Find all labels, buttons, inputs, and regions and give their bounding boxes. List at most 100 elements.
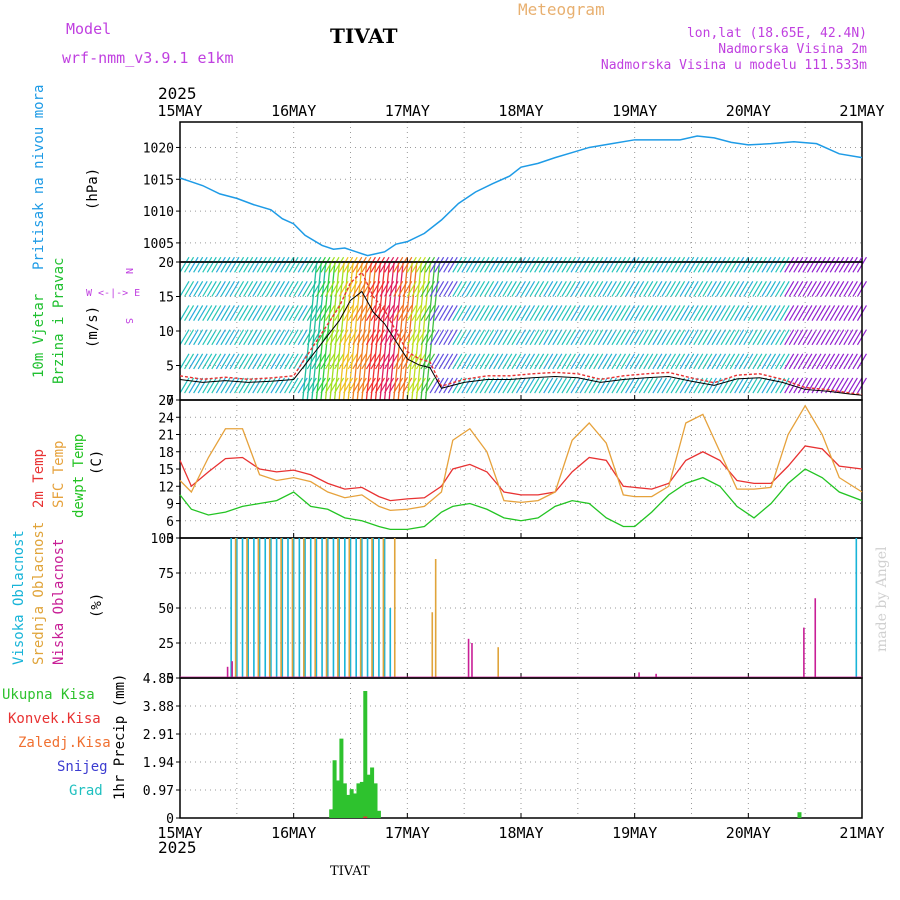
wind-barb xyxy=(770,353,781,370)
wind-barb xyxy=(588,329,599,346)
wind-barb xyxy=(670,281,681,297)
wind-barb xyxy=(561,281,572,297)
wind-barb xyxy=(661,281,672,297)
wind-barb xyxy=(697,329,708,346)
wind-barb xyxy=(584,281,595,297)
wind-barb xyxy=(252,353,263,370)
wind-barb xyxy=(447,353,458,370)
wind-barb xyxy=(738,353,749,370)
wind-barb xyxy=(697,353,708,370)
wind-barb xyxy=(274,305,285,321)
wind-barb xyxy=(761,329,772,346)
day-label-bottom: 19MAY xyxy=(612,824,657,842)
wind-barb xyxy=(647,256,658,273)
wind-barb xyxy=(575,377,586,394)
wind-barb xyxy=(575,281,586,297)
wind-barb xyxy=(297,281,308,297)
wind-barb xyxy=(406,305,417,321)
temp-label-c: dewpt Temp xyxy=(71,434,87,518)
cloud-label-b: Srednja Oblacnost xyxy=(31,522,47,665)
wind-barb xyxy=(515,281,526,297)
wind-barb xyxy=(529,256,540,273)
wind-barb xyxy=(843,377,854,394)
wind-barb xyxy=(379,281,390,297)
x-axis-bottom: 15MAY 16MAY 17MAY 18MAY 19MAY 20MAY 21MAY xyxy=(157,824,884,842)
y-tick-label: 9 xyxy=(166,498,174,513)
wind-barb xyxy=(234,256,245,273)
wind-barb xyxy=(852,305,863,321)
wind-barb xyxy=(543,256,554,273)
wind-barb xyxy=(484,305,495,321)
wind-barb xyxy=(302,281,313,297)
wind-barb xyxy=(538,305,549,321)
wind-barb xyxy=(220,256,231,273)
wind-barb xyxy=(725,305,736,321)
wind-barb xyxy=(561,305,572,321)
wind-barb xyxy=(361,305,372,321)
wind-barb xyxy=(293,281,304,297)
wind-barb xyxy=(411,256,422,273)
wind-barb xyxy=(715,329,727,346)
wind-barb xyxy=(461,377,472,394)
wind-barb xyxy=(238,256,249,273)
wind-barb xyxy=(761,377,772,394)
wind-barb xyxy=(643,305,654,321)
wind-barb xyxy=(511,305,522,321)
wind-barb xyxy=(556,353,567,370)
wind-barb xyxy=(643,353,654,370)
wind-barb xyxy=(638,329,649,346)
total-precip-bar xyxy=(329,809,334,818)
wind-barb xyxy=(693,256,704,273)
wind-barb xyxy=(702,281,713,297)
wind-barb xyxy=(320,305,331,321)
wind-barb xyxy=(270,305,281,321)
wind-barb xyxy=(525,305,536,321)
y-tick-label: 15 xyxy=(158,291,174,306)
wind-barb xyxy=(593,256,604,273)
wind-barb xyxy=(488,353,499,370)
wind-barb xyxy=(711,281,722,297)
wind-barb xyxy=(852,353,863,370)
precip-legend: Ukupna Kisa Konvek.Kisa Zaledj.Kisa Snijeg G… xyxy=(2,687,111,799)
wind-barb xyxy=(206,305,217,321)
wind-barb xyxy=(720,305,731,321)
total-precip-bar xyxy=(366,774,371,818)
wind-barb xyxy=(393,281,404,297)
wind-barb xyxy=(597,377,608,394)
wind-barb xyxy=(493,329,504,346)
wind-barb xyxy=(402,281,413,297)
wind-barb xyxy=(179,353,190,370)
dewpt-line xyxy=(179,468,863,531)
wind-barb xyxy=(720,256,731,273)
wind-barb xyxy=(402,256,413,273)
wind-barb xyxy=(306,281,317,297)
wind-barb xyxy=(661,256,672,273)
wind-barb xyxy=(188,377,199,394)
wind-barb xyxy=(211,377,222,394)
wind-barb xyxy=(565,353,576,370)
wind-barb xyxy=(515,256,526,273)
wind-barb xyxy=(297,329,308,346)
wind-barb xyxy=(570,377,581,394)
wind-barb xyxy=(243,377,254,394)
wind-barb xyxy=(320,256,331,273)
panel-frame xyxy=(179,677,863,819)
wind-barb xyxy=(675,329,686,346)
wind-barb xyxy=(302,329,313,346)
wind-barb xyxy=(456,353,467,370)
wind-barb xyxy=(734,329,745,346)
wind-barb xyxy=(420,281,431,297)
wind-barb xyxy=(738,377,749,394)
wind-barb xyxy=(729,377,740,394)
wind-barb xyxy=(656,353,667,370)
wind-barb xyxy=(829,256,840,273)
cloud-panel: 0 25 50 75 100 xyxy=(151,532,863,687)
wind-barb xyxy=(711,329,722,346)
wind-barb xyxy=(843,305,854,321)
wind-barb xyxy=(734,377,745,394)
wind-barb xyxy=(270,353,281,370)
day-label-top: 17MAY xyxy=(385,102,430,120)
wind-barb xyxy=(852,377,863,394)
wind-barb xyxy=(593,353,604,370)
wind-barb xyxy=(729,305,740,321)
